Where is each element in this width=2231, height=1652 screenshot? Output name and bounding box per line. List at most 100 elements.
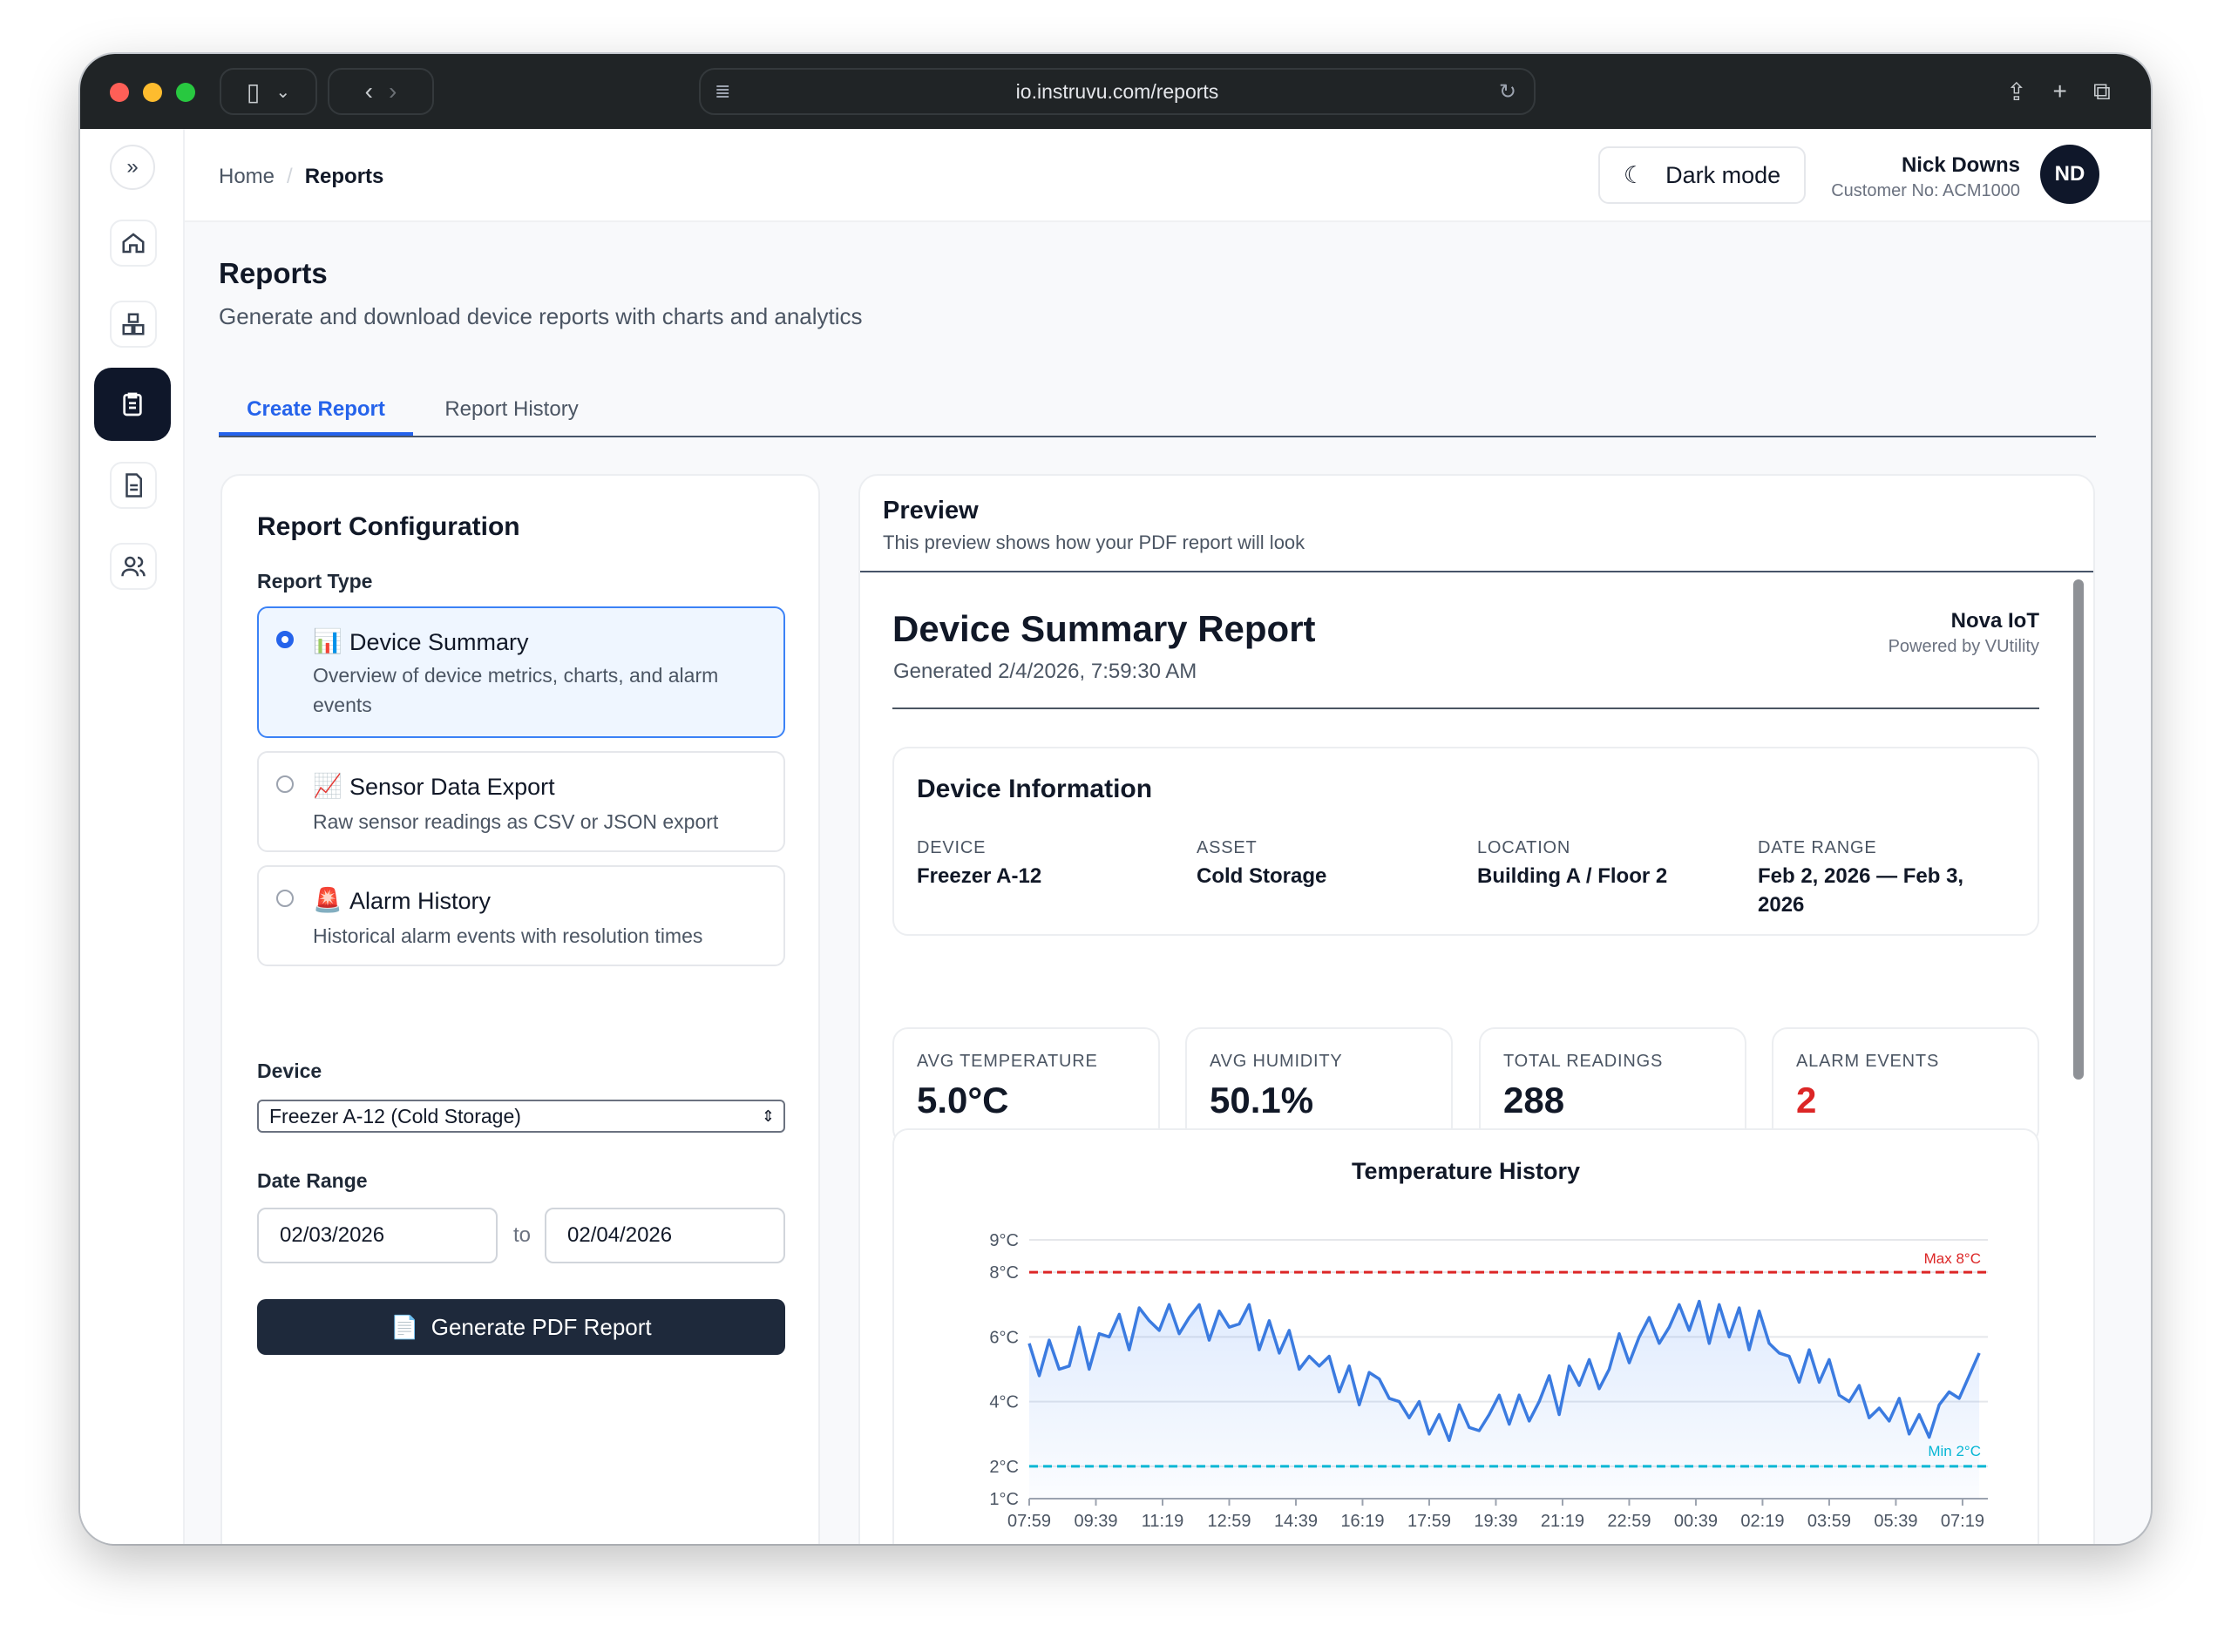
avatar[interactable]: ND xyxy=(2040,145,2099,204)
x-tick-label: 02:19 xyxy=(1740,1512,1784,1531)
device-select-value: Freezer A-12 (Cold Storage) xyxy=(269,1104,521,1127)
share-icon[interactable]: ⇪ xyxy=(2006,78,2027,105)
stat-avg-humidity: AVG HUMIDITY 50.1% xyxy=(1185,1027,1453,1145)
url-text: io.instruvu.com/reports xyxy=(1015,79,1219,103)
sidebar-toggle-button[interactable]: ▯ ⌄ xyxy=(220,68,317,115)
file-text-icon xyxy=(125,473,142,498)
new-tab-icon[interactable]: + xyxy=(2052,78,2067,105)
date-to-input[interactable]: 02/04/2026 xyxy=(545,1208,785,1263)
dark-mode-button[interactable]: ☾ Dark mode xyxy=(1598,146,1806,204)
y-tick-label: 6°C xyxy=(989,1328,1019,1347)
clipboard-icon xyxy=(123,392,142,416)
generate-pdf-label: Generate PDF Report xyxy=(431,1313,652,1340)
location-field-value: Building A / Floor 2 xyxy=(1477,864,1668,888)
stat-label: TOTAL READINGS xyxy=(1503,1052,1664,1071)
stat-value: 5.0°C xyxy=(917,1080,1009,1121)
chevron-down-icon: ⌄ xyxy=(275,82,291,102)
radio-sensor-data-export[interactable] xyxy=(276,775,294,793)
back-icon[interactable]: ‹ xyxy=(364,78,373,105)
date-from-input[interactable]: 02/03/2026 xyxy=(257,1208,498,1263)
zoom-window-button[interactable] xyxy=(176,83,195,102)
preview-divider xyxy=(860,571,2093,572)
location-field-label: LOCATION xyxy=(1477,838,1571,857)
select-chevron-icon: ⇕ xyxy=(761,1107,775,1125)
option-description: Overview of device metrics, charts, and … xyxy=(313,664,719,716)
breadcrumb-current: Reports xyxy=(304,165,384,188)
address-bar[interactable]: ≣ io.instruvu.com/reports ↻ xyxy=(699,68,1536,115)
user-info[interactable]: Nick Downs Customer No: ACM1000 xyxy=(1831,153,2020,201)
line-chart-icon: 📈 xyxy=(313,773,342,799)
chart-title: Temperature History xyxy=(1351,1158,1581,1184)
config-title: Report Configuration xyxy=(257,512,520,541)
forward-icon[interactable]: › xyxy=(389,78,397,105)
chevrons-right-icon: » xyxy=(126,155,139,179)
siren-icon: 🚨 xyxy=(313,887,342,913)
generate-pdf-button[interactable]: 📄 Generate PDF Report xyxy=(257,1299,785,1355)
date-range-separator: to xyxy=(513,1223,532,1247)
report-type-device-summary[interactable]: 📊 Device Summary Overview of device metr… xyxy=(257,606,785,738)
page-settings-icon[interactable]: ≣ xyxy=(715,80,731,102)
y-tick-label: 8°C xyxy=(989,1263,1019,1283)
user-name: Nick Downs xyxy=(1901,153,2020,177)
device-information-card: Device Information DEVICE Freezer A-12 A… xyxy=(892,747,2039,936)
x-tick-label: 17:59 xyxy=(1407,1512,1451,1531)
date-range-label: Date Range xyxy=(257,1169,368,1192)
browser-toolbar: ▯ ⌄ ‹ › ≣ io.instruvu.com/reports ↻ ⇪ + ⧉ xyxy=(80,54,2151,129)
report-type-alarm-history[interactable]: 🚨 Alarm History Historical alarm events … xyxy=(257,865,785,966)
option-title: Sensor Data Export xyxy=(349,774,555,800)
stat-label: AVG HUMIDITY xyxy=(1210,1052,1343,1071)
date-range-field-label: DATE RANGE xyxy=(1758,838,1877,857)
file-icon: 📄 xyxy=(390,1313,419,1340)
tab-report-history[interactable]: Report History xyxy=(444,397,579,421)
tab-create-report[interactable]: Create Report xyxy=(219,387,413,436)
tabs-overview-icon[interactable]: ⧉ xyxy=(2092,77,2111,105)
report-configuration-card: Report Configuration Report Type 📊 Devic… xyxy=(220,474,820,1544)
x-tick-label: 09:39 xyxy=(1074,1512,1117,1531)
threshold-label: Min 2°C xyxy=(1928,1443,1981,1459)
breadcrumb-home[interactable]: Home xyxy=(219,165,275,188)
bar-chart-icon: 📊 xyxy=(313,628,342,654)
boxes-icon xyxy=(122,313,145,335)
x-tick-label: 19:39 xyxy=(1474,1512,1517,1531)
close-window-button[interactable] xyxy=(110,83,129,102)
report-type-label: Report Type xyxy=(257,570,373,592)
sidebar-item-devices[interactable] xyxy=(110,301,157,348)
temperature-line xyxy=(1027,1299,1981,1442)
option-title: Device Summary xyxy=(349,629,529,655)
x-tick-label: 07:59 xyxy=(1007,1512,1051,1531)
page-subtitle: Generate and download device reports wit… xyxy=(219,303,863,329)
device-field-value: Freezer A-12 xyxy=(917,864,1042,888)
stat-avg-temperature: AVG TEMPERATURE 5.0°C xyxy=(892,1027,1160,1145)
radio-device-summary[interactable] xyxy=(276,631,294,648)
nav-buttons: ‹ › xyxy=(328,68,434,115)
expand-sidebar-button[interactable]: » xyxy=(110,145,155,190)
dark-mode-label: Dark mode xyxy=(1665,161,1781,188)
x-tick-label: 12:59 xyxy=(1207,1512,1251,1531)
temperature-chart-card: Temperature History 9°C 8°C 6°C 4°C 2°C 1°C 07… xyxy=(892,1128,2039,1544)
option-description: Raw sensor readings as CSV or JSON expor… xyxy=(313,810,719,833)
home-icon xyxy=(122,233,145,254)
preview-scrollbar[interactable] xyxy=(2073,579,2084,1080)
x-tick-label: 22:59 xyxy=(1607,1512,1651,1531)
breadcrumb: Home / Reports xyxy=(219,165,383,189)
y-tick-label: 1°C xyxy=(989,1490,1019,1509)
sidebar-item-home[interactable] xyxy=(110,220,157,267)
minimize-window-button[interactable] xyxy=(143,83,162,102)
x-tick-label: 11:19 xyxy=(1142,1512,1184,1531)
asset-field-value: Cold Storage xyxy=(1197,864,1327,888)
device-select[interactable]: Freezer A-12 (Cold Storage) ⇕ xyxy=(257,1100,785,1133)
reload-icon[interactable]: ↻ xyxy=(1498,79,1516,104)
sidebar-item-users[interactable] xyxy=(110,543,157,590)
report-type-sensor-data-export[interactable]: 📈 Sensor Data Export Raw sensor readings… xyxy=(257,751,785,852)
sidebar-item-documents[interactable] xyxy=(110,462,157,509)
sidebar-item-reports[interactable] xyxy=(94,368,171,441)
temperature-chart: 9°C 8°C 6°C 4°C 2°C 1°C 07:59 09:39 11:19 12:59 14… xyxy=(989,1231,1988,1531)
option-title: Alarm History xyxy=(349,888,492,914)
brand-name: Nova IoT xyxy=(1950,609,2039,633)
preview-title: Preview xyxy=(883,497,979,525)
tabs-divider xyxy=(219,436,2096,437)
device-field-label: DEVICE xyxy=(917,838,987,857)
page-title: Reports xyxy=(219,257,328,289)
users-icon xyxy=(121,556,146,577)
radio-alarm-history[interactable] xyxy=(276,890,294,907)
